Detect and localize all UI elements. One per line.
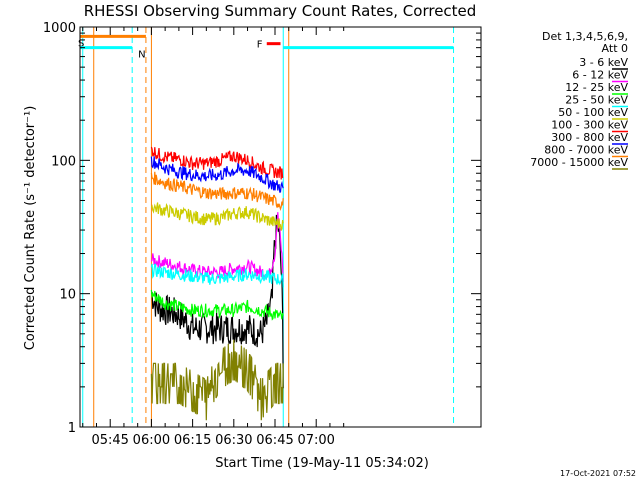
chart-title: RHESSI Observing Summary Count Rates, Co… [84,2,477,20]
legend-detectors: Det 1,3,4,5,6,9, [542,30,628,43]
x-tick-label: 06:45 [256,433,293,448]
series-line-8 [150,339,284,421]
plot-frame [79,26,482,428]
axes: 05:45 06:00 06:15 06:30 06:45 07:00 1 10 100 1000 [43,21,481,448]
legend-entry-label: 7000 - 15000 keV [530,156,628,169]
legend-entry-label: 6 - 12 keV [572,69,628,82]
legend-entry-label: 300 - 800 keV [551,131,628,144]
flag-label-S: S [78,38,84,49]
plot-area: S N F [78,27,455,427]
y-tick-label: 1 [68,421,76,436]
series-line-7 [150,171,284,211]
legend-entry-label: 50 - 100 keV [558,106,628,119]
legend-entry-label: 25 - 50 keV [565,94,628,107]
x-tick-label: 07:00 [297,433,334,448]
footer-date: 17-Oct-2021 07:52 [560,469,636,478]
x-tick-label: 06:30 [215,433,252,448]
legend-entry-label: 3 - 6 keV [579,56,628,69]
flag-label-N: N [138,50,145,61]
legend-entry-label: 100 - 300 keV [551,119,628,132]
series-line-4 [150,202,284,231]
y-tick-label: 10 [59,288,76,303]
series-line-5 [150,146,284,180]
flag-label-F: F [257,40,263,51]
series-line-3 [150,263,284,288]
series-line-1 [150,212,284,282]
x-tick-label: 06:00 [133,433,170,448]
series-line-2 [150,289,284,321]
y-tick-label: 1000 [43,21,76,36]
x-tick-label: 05:45 [91,433,128,448]
legend-entry-label: 800 - 7000 keV [544,144,628,157]
y-axis-label: Corrected Count Rate (s⁻¹ detector⁻¹) [23,106,38,351]
legend-entry-label: 12 - 25 keV [565,81,628,94]
x-tick-label: 06:15 [174,433,211,448]
series-line-0 [150,214,284,389]
legend-attenuator: Att 0 [602,42,628,55]
y-tick-label: 100 [51,154,76,169]
series-line-6 [150,156,284,193]
x-axis-label: Start Time (19-May-11 05:34:02) [215,456,429,471]
